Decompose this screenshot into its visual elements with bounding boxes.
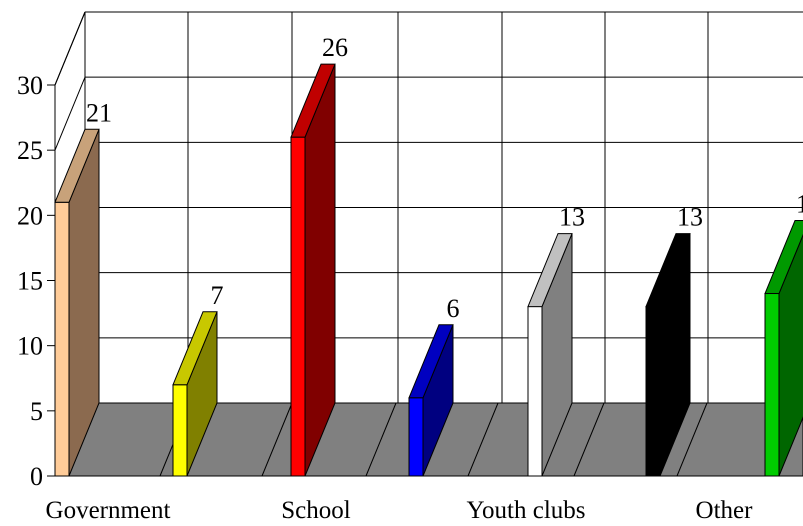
floor-gridline bbox=[467, 402, 499, 477]
bar-front-face bbox=[290, 136, 306, 477]
bar-0 bbox=[54, 128, 100, 477]
y-tick-label: 20 bbox=[17, 201, 43, 230]
bar-3 bbox=[408, 324, 454, 477]
left-wall-gridline bbox=[54, 76, 86, 151]
bars-group bbox=[54, 63, 803, 477]
labels-group: 0 5 10 15 20 25 30 21 7 26 6 13 13 14 Government School… bbox=[17, 33, 803, 524]
bar-top-face bbox=[645, 233, 691, 308]
bar-front-face bbox=[172, 384, 188, 477]
y-tick-label: 15 bbox=[17, 267, 43, 296]
bar-top-face bbox=[172, 311, 218, 386]
data-label: 13 bbox=[677, 203, 703, 232]
data-label: 6 bbox=[447, 294, 460, 323]
bar-2 bbox=[290, 63, 336, 477]
bar-top-face bbox=[527, 233, 573, 308]
bar-front-face bbox=[408, 397, 424, 477]
bar-top-face bbox=[764, 220, 803, 295]
y-tick-label: 25 bbox=[17, 136, 43, 165]
data-label: 26 bbox=[322, 33, 348, 62]
category-label: Youth clubs bbox=[466, 497, 585, 524]
left-wall-top-edge bbox=[54, 11, 86, 86]
data-label: 14 bbox=[796, 190, 803, 219]
bar-top-face bbox=[290, 63, 336, 138]
y-tick-label: 10 bbox=[17, 332, 43, 361]
bar-side-face bbox=[778, 233, 803, 477]
bar-front-face bbox=[54, 201, 70, 477]
y-tick-label: 30 bbox=[17, 71, 43, 100]
bar-top-face bbox=[408, 324, 454, 399]
bar-4 bbox=[527, 233, 573, 477]
floor-gridline bbox=[261, 402, 293, 477]
category-label: Other bbox=[696, 497, 754, 524]
bar-front-face bbox=[527, 306, 543, 477]
bar-6 bbox=[764, 220, 803, 477]
bar-front-face bbox=[764, 293, 780, 477]
bar-top-face bbox=[54, 128, 100, 203]
data-label: 21 bbox=[86, 98, 112, 127]
y-tick-label: 5 bbox=[30, 397, 43, 426]
bar-front-face bbox=[645, 306, 661, 477]
data-label: 7 bbox=[211, 281, 224, 310]
floor-gridline bbox=[676, 402, 708, 477]
bar-5 bbox=[645, 233, 691, 477]
floor-gridline bbox=[573, 402, 605, 477]
data-label: 13 bbox=[559, 203, 585, 232]
y-tick-label: 0 bbox=[30, 462, 43, 491]
category-label: Government bbox=[46, 497, 171, 524]
bar-1 bbox=[172, 311, 218, 477]
category-label: School bbox=[281, 497, 351, 524]
floor-gridline bbox=[365, 402, 397, 477]
